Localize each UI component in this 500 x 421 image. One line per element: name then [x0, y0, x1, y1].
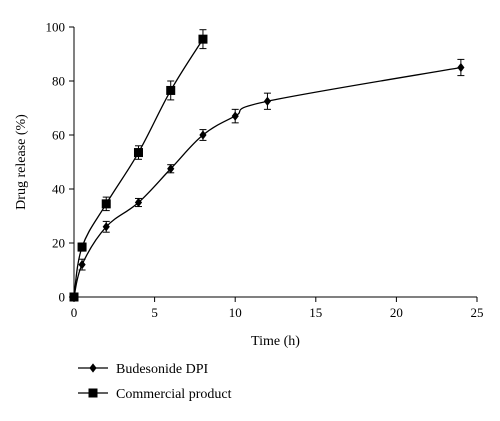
series-layer: [69, 29, 465, 302]
series-commercial-product: [69, 29, 208, 302]
y-axis-ticks: 0 20 40 60 80 100: [46, 20, 74, 305]
legend-marker-diamond: [89, 363, 97, 373]
y-tick-label: 20: [52, 236, 65, 251]
data-point: [101, 199, 111, 209]
x-tick-label: 10: [229, 305, 242, 320]
data-point: [78, 260, 86, 270]
data-point: [102, 222, 110, 232]
data-point: [231, 111, 239, 121]
series-line: [73, 38, 204, 298]
y-tick-label: 60: [52, 128, 65, 143]
data-point: [457, 62, 465, 73]
data-point: [133, 148, 143, 158]
y-axis-title: Drug release (%): [14, 114, 29, 210]
legend-item-commercial-product: Commercial product: [78, 387, 232, 402]
data-point: [198, 34, 208, 44]
legend-label-budesonide-dpi: Budesonide DPI: [116, 362, 209, 377]
legend-marker-square: [88, 388, 98, 398]
legend-label-commercial-product: Commercial product: [116, 387, 232, 402]
x-axis-ticks: 0 5 10 15 20 25: [71, 297, 484, 320]
y-tick-label: 100: [46, 20, 66, 35]
x-tick-label: 5: [151, 305, 158, 320]
y-tick-label: 40: [52, 182, 65, 197]
x-axis-title: Time (h): [251, 334, 300, 349]
legend-item-budesonide-dpi: Budesonide DPI: [78, 362, 209, 377]
x-tick-label: 20: [390, 305, 403, 320]
series-budesonide-dpi: [70, 58, 465, 302]
data-point: [199, 130, 207, 140]
y-tick-label: 80: [52, 74, 65, 89]
data-point: [166, 85, 176, 95]
axes: [73, 27, 477, 298]
data-point: [77, 242, 87, 252]
data-point: [134, 197, 143, 208]
data-point: [69, 292, 79, 302]
data-point: [167, 164, 175, 174]
data-point: [263, 96, 272, 106]
x-tick-label: 15: [309, 305, 322, 320]
x-tick-label: 0: [71, 305, 78, 320]
legend: Budesonide DPI Commercial product: [78, 362, 232, 402]
x-tick-label: 25: [471, 305, 484, 320]
y-tick-label: 0: [59, 290, 66, 305]
series-line: [73, 66, 461, 298]
